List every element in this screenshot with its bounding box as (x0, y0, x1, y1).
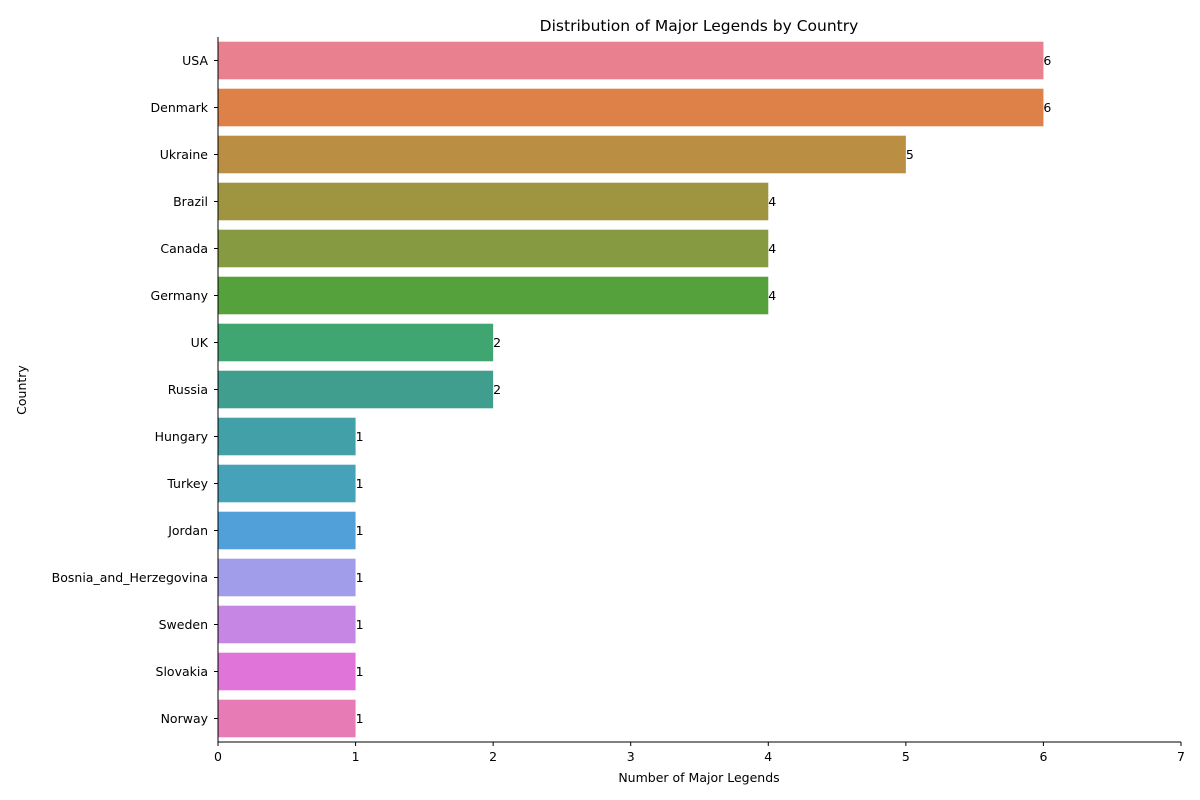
y-tick-label-denmark: Denmark (151, 100, 209, 115)
bar-germany (218, 276, 769, 315)
y-tick-label-canada: Canada (160, 241, 208, 256)
data-label-norway: 1 (356, 711, 364, 726)
y-tick-label-turkey: Turkey (166, 476, 208, 491)
x-tick-label-4: 4 (764, 749, 772, 764)
y-tick-label-brazil: Brazil (173, 194, 208, 209)
bar-denmark (218, 88, 1044, 127)
y-tick-label-germany: Germany (151, 288, 209, 303)
bar-bosnia-and-herzegovina (218, 558, 356, 597)
bar-ukraine (218, 135, 906, 174)
data-label-hungary: 1 (356, 429, 364, 444)
data-label-jordan: 1 (356, 523, 364, 538)
data-label-denmark: 6 (1043, 100, 1051, 115)
bar-turkey (218, 464, 356, 503)
y-tick-label-bosnia-and-herzegovina: Bosnia_and_Herzegovina (52, 570, 208, 585)
y-tick-label-uk: UK (191, 335, 209, 350)
data-label-germany: 4 (768, 288, 776, 303)
bars-group: 6 6 5 4 4 4 2 2 1 1 1 1 1 1 1 (218, 41, 1051, 738)
x-tick-label-3: 3 (627, 749, 635, 764)
bar-uk (218, 323, 494, 362)
y-tick-label-sweden: Sweden (159, 617, 208, 632)
y-tick-label-ukraine: Ukraine (160, 147, 209, 162)
x-tick-label-1: 1 (352, 749, 360, 764)
data-label-uk: 2 (493, 335, 501, 350)
x-tick-label-6: 6 (1039, 749, 1047, 764)
y-tick-label-hungary: Hungary (155, 429, 209, 444)
data-label-slovakia: 1 (356, 664, 364, 679)
y-tick-label-slovakia: Slovakia (156, 664, 208, 679)
x-axis-label: Number of Major Legends (618, 770, 779, 785)
bar-sweden (218, 605, 356, 644)
bar-norway (218, 699, 356, 738)
y-axis-label: Country (14, 365, 29, 415)
data-label-sweden: 1 (356, 617, 364, 632)
y-tick-label-norway: Norway (161, 711, 209, 726)
bar-usa (218, 41, 1044, 80)
data-label-brazil: 4 (768, 194, 776, 209)
y-tick-group: USA Denmark Ukraine Brazil Canada Germany UK Ru… (52, 53, 218, 726)
bar-canada (218, 229, 769, 268)
y-tick-label-usa: USA (182, 53, 208, 68)
bar-slovakia (218, 652, 356, 691)
x-tick-label-2: 2 (489, 749, 497, 764)
data-label-ukraine: 5 (906, 147, 914, 162)
bar-jordan (218, 511, 356, 550)
bar-russia (218, 370, 494, 409)
x-tick-label-7: 7 (1177, 749, 1185, 764)
x-tick-label-0: 0 (214, 749, 222, 764)
data-label-usa: 6 (1043, 53, 1051, 68)
y-tick-label-jordan: Jordan (167, 523, 208, 538)
x-tick-group: 0 1 2 3 4 5 6 7 (214, 742, 1185, 764)
bar-hungary (218, 417, 356, 456)
data-label-russia: 2 (493, 382, 501, 397)
y-tick-label-russia: Russia (168, 382, 208, 397)
data-label-bosnia-and-herzegovina: 1 (356, 570, 364, 585)
data-label-canada: 4 (768, 241, 776, 256)
chart-title: Distribution of Major Legends by Country (540, 17, 859, 35)
data-label-turkey: 1 (356, 476, 364, 491)
bar-brazil (218, 182, 769, 221)
x-tick-label-5: 5 (902, 749, 910, 764)
